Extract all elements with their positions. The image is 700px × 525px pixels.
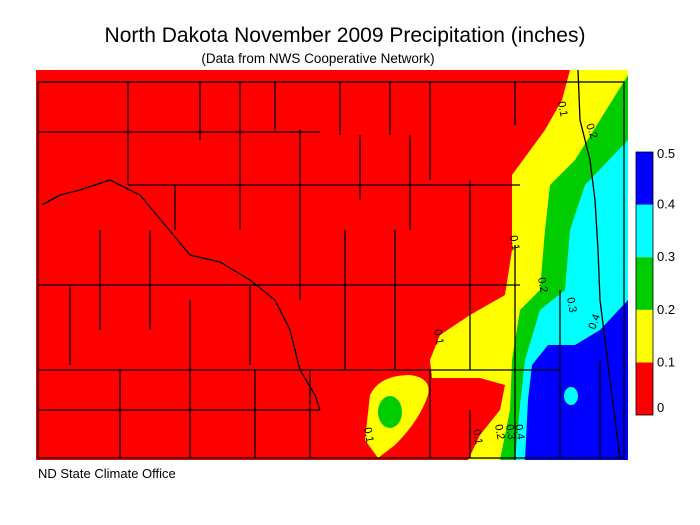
contour-label: 0.1 (431, 328, 445, 345)
legend-frame (635, 151, 654, 416)
legend-swatch (636, 362, 653, 415)
contour-labels: 0.1 0.2 0.1 0.2 0.3 0.4 0.1 0.1 0.1 0.2 … (361, 100, 603, 445)
contour-label: 0.2 (535, 276, 549, 293)
contour-label: 0.1 (507, 234, 521, 251)
contour-label: 0.4 (512, 423, 526, 440)
county-lines (37, 69, 625, 460)
contour-label: 0.1 (361, 426, 375, 443)
legend-swatch (636, 152, 653, 205)
region-2b (378, 396, 402, 428)
contour-label: 0.4 (587, 313, 604, 331)
contour-label: 0.1 (555, 100, 569, 117)
legend-label: 0.5 (657, 146, 675, 161)
legend-label: 0.1 (657, 354, 675, 369)
contour-label: 0.3 (503, 423, 517, 440)
contour-label: 0.1 (470, 428, 484, 445)
legend-swatch (636, 309, 653, 363)
legend-label: 0.3 (657, 249, 675, 264)
legend: 0 0.1 0.2 0.3 0.4 0.5 (635, 146, 675, 416)
title: North Dakota November 2009 Precipitation… (105, 24, 586, 47)
map (36, 70, 628, 460)
subtitle: (Data from NWS Cooperative Network) (201, 51, 434, 66)
legend-swatch (636, 257, 653, 310)
region-3b (564, 387, 578, 405)
legend-swatch (636, 204, 653, 258)
contour-label: 0.2 (583, 122, 600, 140)
contour-label: 0.3 (564, 296, 578, 313)
legend-label: 0 (657, 400, 664, 415)
region-4 (525, 300, 628, 460)
contour-label: 0.2 (492, 423, 506, 440)
legend-label: 0.4 (657, 197, 675, 212)
legend-label: 0.2 (657, 302, 675, 317)
footer: ND State Climate Office (38, 466, 176, 481)
